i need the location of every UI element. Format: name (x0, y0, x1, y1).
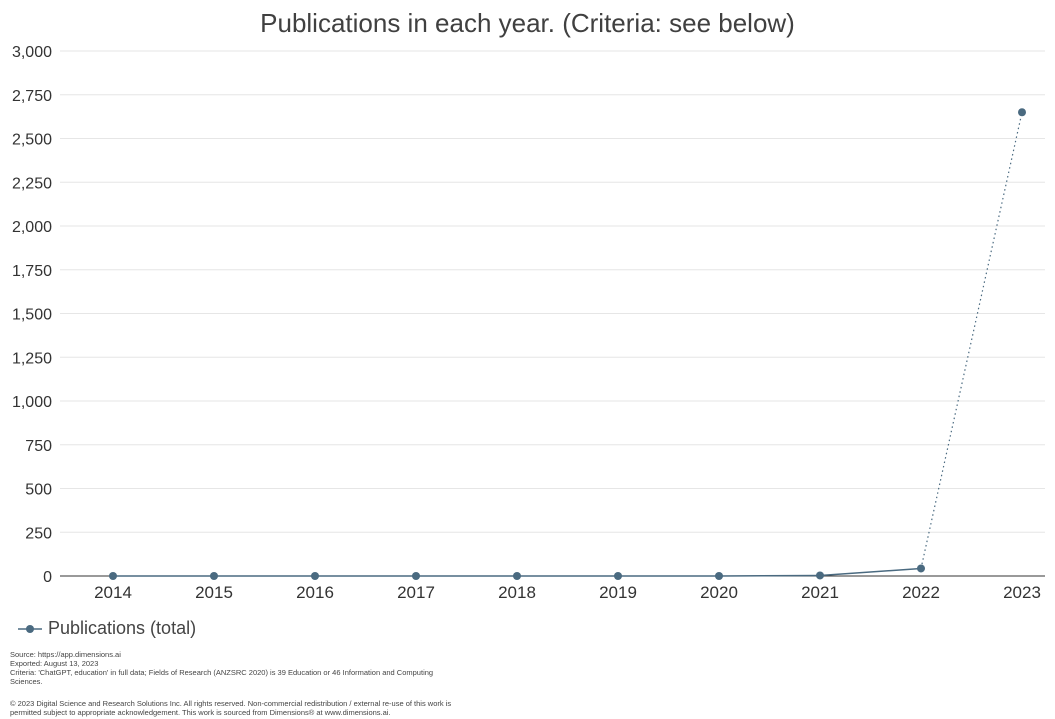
series-line-segment (718, 574, 821, 577)
data-point (816, 571, 824, 580)
data-point (1018, 108, 1026, 117)
exported-text: Exported: August 13, 2023 (10, 659, 99, 668)
x-tick-label: 2020 (700, 583, 738, 602)
y-tick-label: 1,000 (12, 394, 52, 411)
data-point (513, 572, 521, 580)
y-tick-label: 500 (25, 482, 52, 499)
criteria-text-cont: Sciences. (10, 677, 43, 686)
y-tick-label: 1,500 (12, 307, 52, 324)
series-line-segment (819, 567, 922, 577)
series-line-segment (920, 112, 1023, 569)
x-tick-label: 2015 (195, 583, 233, 602)
data-point (412, 572, 420, 580)
footer-copyright: © 2023 Digital Science and Research Solu… (10, 699, 451, 717)
x-tick-label: 2016 (296, 583, 334, 602)
legend-series-icon (18, 624, 42, 633)
data-point (917, 564, 925, 573)
y-tick-label: 1,750 (12, 263, 52, 280)
copyright-text-cont: permitted subject to appropriate acknowl… (10, 708, 391, 717)
x-tick-label: 2017 (397, 583, 435, 602)
x-tick-label: 2014 (94, 583, 132, 602)
data-point (109, 572, 117, 580)
x-tick-label: 2021 (801, 583, 839, 602)
legend-label: Publications (total) (48, 618, 197, 638)
chart-title: Publications in each year. (Criteria: se… (260, 8, 795, 38)
data-point (311, 572, 319, 580)
x-tick-label: 2018 (498, 583, 536, 602)
line-chart: 0 250 500 750 1,000 1,250 1,500 1,750 2,000 2,250… (12, 44, 1045, 602)
footer-meta: Source: https://app.dimensions.ai Export… (10, 650, 433, 686)
data-point (614, 572, 622, 580)
y-tick-label: 3,000 (12, 44, 52, 61)
y-tick-label: 2,750 (12, 88, 52, 105)
y-tick-label: 250 (25, 525, 52, 542)
legend[interactable]: Publications (total) (18, 618, 196, 639)
y-tick-label: 2,250 (12, 175, 52, 192)
y-tick-label: 0 (43, 569, 52, 586)
x-tick-label: 2019 (599, 583, 637, 602)
data-point (715, 572, 723, 580)
y-tick-label: 1,250 (12, 350, 52, 367)
y-tick-label: 2,000 (12, 219, 52, 236)
y-tick-label: 750 (25, 438, 52, 455)
copyright-text: © 2023 Digital Science and Research Solu… (10, 699, 452, 708)
x-tick-label: 2022 (902, 583, 940, 602)
data-point (210, 572, 218, 580)
criteria-text: Criteria: 'ChatGPT, education' in full d… (10, 668, 434, 677)
y-tick-label: 2,500 (12, 132, 52, 149)
x-tick-label: 2023 (1003, 583, 1041, 602)
source-text: Source: https://app.dimensions.ai (10, 650, 121, 659)
